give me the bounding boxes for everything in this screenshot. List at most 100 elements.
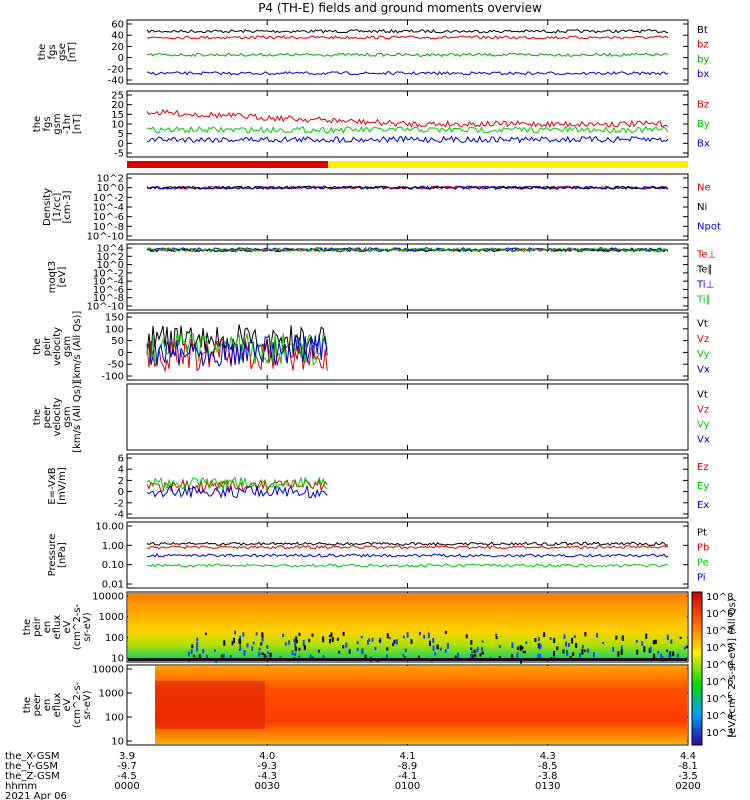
legend-Bx: Bx (697, 138, 710, 149)
y-tick-label: 10^-4 (93, 203, 124, 214)
spectrogram-pixel (469, 653, 472, 660)
legend-Vt: Vt (697, 390, 708, 401)
legend-bz: bz (697, 40, 709, 51)
legend-Bz: Bz (697, 100, 709, 111)
spectrogram-pixel (427, 632, 430, 639)
spectrogram-pixel (392, 642, 395, 647)
spectrogram-pixel (525, 641, 528, 644)
series-line-Npot (146, 185, 669, 190)
spectrogram-pixel (432, 645, 435, 651)
spectrogram-pixel (592, 652, 595, 658)
spectrogram-pixel (303, 645, 306, 651)
y-axis-label: peer (32, 693, 43, 717)
colorbar: 10^8 10^6 10^4 10^2 10^0 10^6 10^5 10^4 10^3[eV/… (691, 591, 738, 746)
y-axis-label: eflux (52, 615, 63, 640)
spectrogram-pixel (251, 646, 254, 651)
legend-By: By (697, 119, 710, 130)
spectrogram-pixel (196, 637, 199, 642)
y-tick-label: 10^2 (97, 252, 124, 263)
colorbar-tick: 10^8 (706, 592, 733, 603)
spectrogram-pixel (196, 642, 199, 648)
mode-segment-0 (127, 161, 329, 168)
spectrogram-pixel (356, 647, 359, 652)
spectrogram-pixel (444, 630, 447, 634)
footer-row-label: the_Y-GSM (5, 761, 58, 772)
spectrogram-pixel (641, 641, 644, 646)
spectrogram-pixel (620, 649, 623, 655)
spectrogram-pixel (596, 632, 599, 638)
y-axis-label: [km/s (All Qs)] (72, 311, 83, 383)
spectrogram-pixel (635, 640, 638, 643)
legend-Te∥: Te∥ (696, 265, 713, 276)
spectrogram-pixel (523, 650, 526, 654)
footer-value: 4.1 (400, 751, 416, 762)
spectrogram-pixel (322, 636, 325, 643)
spectrogram-pixel (471, 651, 474, 654)
y-axis-label: -1hr (62, 113, 73, 134)
spectrogram-pixel (223, 640, 226, 646)
y-axis-label: the (32, 338, 43, 354)
spectrogram-pixel (360, 635, 363, 639)
spectrogram-pixel (553, 638, 556, 643)
legend-Vy: Vy (697, 420, 710, 431)
legend-Ni: Ni (697, 202, 707, 213)
series-line-Pi (146, 553, 669, 558)
spectrogram-pixel (660, 653, 663, 658)
y-tick-label: 10^-2 (93, 268, 124, 279)
footer-value: 4.3 (540, 751, 556, 762)
y-tick-label: 0.10 (102, 560, 124, 571)
spectrogram-pixel (481, 640, 484, 643)
spectrogram-pixel (479, 653, 482, 657)
spectrogram-pixel (543, 632, 546, 638)
spectrogram-pixel (564, 641, 567, 647)
spectrogram-pixel (666, 649, 669, 652)
y-tick-label: 1000 (99, 612, 124, 623)
spectrogram-pixel (516, 646, 519, 650)
legend-bx: bx (697, 69, 709, 80)
legend-Pi: Pi (697, 573, 706, 584)
panel-frame (126, 312, 689, 381)
spectrogram-pixel (495, 633, 498, 636)
footer-value: -9.7 (117, 761, 137, 772)
spectrogram-pixel (581, 649, 584, 655)
footer-row-label: the_X-GSM (5, 751, 59, 762)
y-axis-label: gsm (62, 336, 73, 357)
spectrogram-pixel (556, 646, 559, 651)
spectrogram-pixel (418, 631, 421, 636)
y-axis-label: [km/s (All Qs)] (72, 381, 83, 453)
legend-Vz: Vz (697, 405, 709, 416)
y-tick-label: -20 (108, 64, 124, 75)
spectrogram-pixel (239, 645, 242, 651)
spectrogram-pixel (456, 652, 459, 659)
colorbar-scale (691, 591, 703, 746)
y-tick-label: -50 (108, 360, 124, 371)
y-axis-label: [eV] (57, 267, 68, 288)
panel-pressure: Pressure [nPa] 10.00 1.00 0.10 0.01 Pt Pb Pe Pi (47, 521, 709, 591)
spectrogram-fill (128, 593, 687, 661)
colorbar-tick: 10^5 (706, 694, 733, 705)
y-axis-label: [1/cc] (52, 193, 63, 222)
spectrogram-pixel (444, 649, 447, 653)
spectrogram-pixel (265, 655, 268, 658)
legend-Pt: Pt (697, 528, 707, 539)
footer-value: -4.5 (117, 771, 137, 782)
spectrogram-pixel (432, 638, 435, 643)
legend-Vx: Vx (697, 364, 710, 375)
spectrogram-pixel (295, 636, 298, 642)
footer-value: -4.1 (398, 771, 418, 782)
spectrogram-pixel (364, 654, 367, 660)
spectrogram-pixel (308, 638, 311, 643)
y-tick-label: 5 (118, 129, 124, 140)
y-tick-label: -4 (114, 510, 124, 521)
spectrogram-pixel (378, 639, 381, 642)
spectrogram-pixel (361, 649, 364, 654)
y-tick-label: 0 (118, 348, 124, 359)
colorbar-tick: 10^4 (706, 626, 733, 637)
spectrogram-pixel (309, 654, 312, 659)
spectrogram-pixel (672, 651, 675, 657)
y-tick-label: 10^-6 (93, 285, 124, 296)
y-axis-label: velocity (52, 327, 63, 366)
spectrogram-pixel (498, 644, 501, 648)
series-line-Vy (146, 332, 328, 366)
y-axis-label: the (22, 697, 33, 713)
